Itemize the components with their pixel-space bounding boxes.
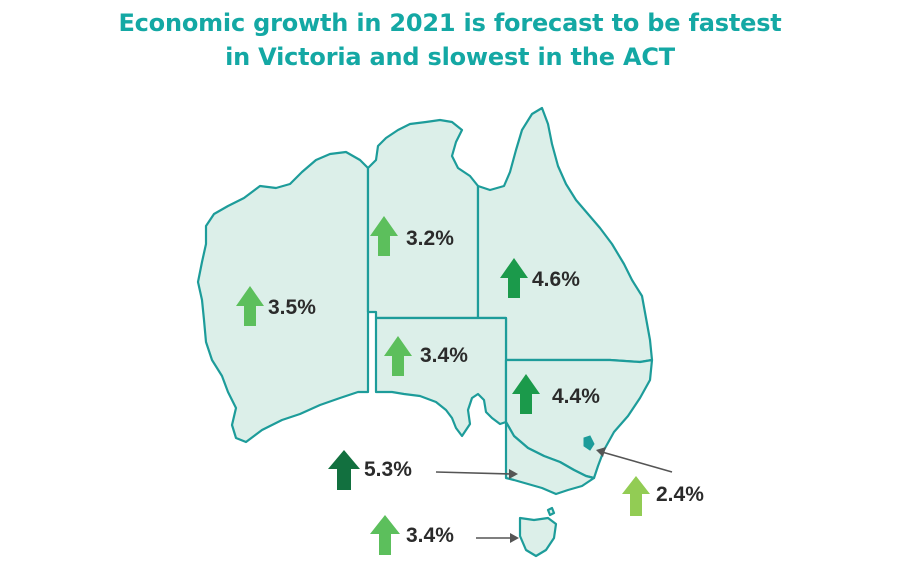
vic-up-arrow-icon (328, 450, 360, 490)
act-up-arrow-icon (622, 476, 650, 516)
vic-growth-label: 5.3% (364, 458, 412, 481)
region-act[interactable] (583, 435, 595, 451)
qld-up-arrow-icon (500, 258, 528, 298)
title-line-2: in Victoria and slowest in the ACT (225, 43, 675, 71)
region-tas[interactable] (518, 516, 558, 558)
vic-pointer-arrowhead (509, 469, 518, 479)
qld-growth-label: 4.6% (532, 268, 580, 291)
page-title: Economic growth in 2021 is forecast to b… (0, 6, 900, 74)
wa-growth-label: 3.5% (268, 296, 316, 319)
nsw-up-arrow-icon (512, 374, 540, 414)
region-vic[interactable] (504, 420, 596, 496)
vic-pointer-line (435, 471, 513, 475)
nt-up-arrow-icon (370, 216, 398, 256)
sa-growth-label: 3.4% (420, 344, 468, 367)
tas-growth-label: 3.4% (406, 524, 454, 547)
sa-up-arrow-icon (384, 336, 412, 376)
tas-up-arrow-icon (370, 515, 400, 555)
title-line-1: Economic growth in 2021 is forecast to b… (118, 9, 782, 37)
tas-pointer-arrowhead (510, 533, 519, 543)
region-sa[interactable] (374, 316, 508, 438)
tas-island (546, 506, 556, 517)
act-growth-label: 2.4% (656, 483, 704, 506)
wa-up-arrow-icon (236, 286, 264, 326)
region-wa[interactable] (196, 150, 370, 444)
act-pointer-line (601, 451, 673, 473)
nt-growth-label: 3.2% (406, 227, 454, 250)
act-pointer-arrowhead (596, 447, 606, 457)
nsw-growth-label: 4.4% (552, 385, 600, 408)
